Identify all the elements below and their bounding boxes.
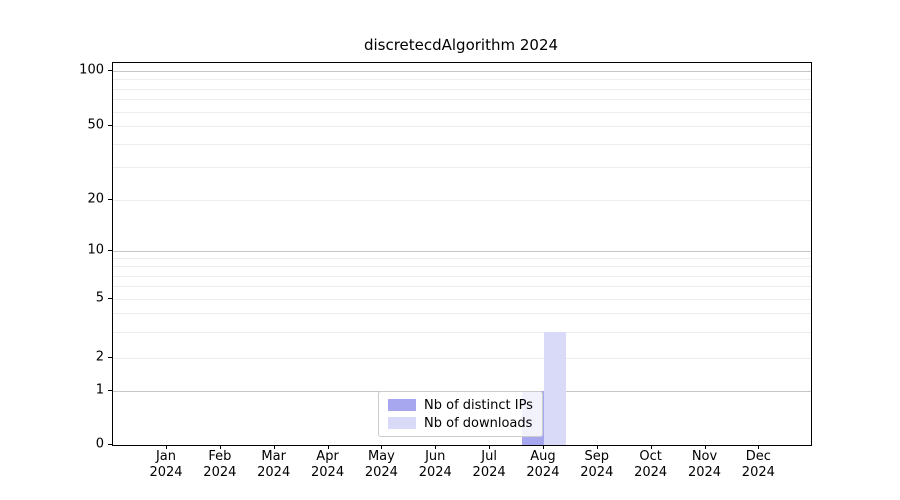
gridline-minor-80 [113, 88, 811, 90]
x-tick-label-nov: Nov 2024 [687, 449, 722, 480]
gridline-minor-5 [113, 299, 811, 300]
y-tick-mark-2 [108, 357, 112, 358]
x-tick-label-apr: Apr 2024 [311, 449, 345, 480]
legend-row-distinct-ips: Nb of distinct IPs [388, 398, 542, 413]
y-tick-mark-20 [108, 199, 112, 200]
y-tick-label-100: 100 [79, 62, 104, 78]
gridline-major-10 [113, 251, 811, 252]
gridline-minor-70 [113, 99, 811, 101]
gridline-minor-4 [113, 313, 811, 315]
x-tick-mark-aug [542, 445, 544, 449]
x-tick-mark-jun [435, 445, 437, 449]
x-tick-mark-jul [489, 445, 491, 449]
x-tick-label-dec: Dec 2024 [741, 449, 775, 480]
x-tick-mark-oct [650, 445, 652, 449]
gridline-minor-8 [113, 266, 811, 268]
x-tick-mark-mar [273, 445, 275, 449]
x-tick-mark-sep [596, 445, 598, 449]
x-tick-label-jul: Jul 2024 [472, 449, 506, 480]
y-tick-mark-100 [108, 70, 112, 71]
x-tick-mark-may [381, 445, 383, 449]
x-tick-mark-jan [166, 445, 167, 449]
y-tick-label-10: 10 [87, 242, 104, 258]
gridline-minor-3 [113, 331, 811, 333]
y-tick-mark-50 [108, 125, 112, 126]
x-tick-label-feb: Feb 2024 [203, 449, 237, 480]
x-tick-label-mar: Mar 2024 [257, 449, 291, 480]
gridline-minor-40 [113, 144, 811, 146]
x-tick-label-oct: Oct 2024 [634, 449, 668, 480]
gridline-minor-20 [113, 200, 811, 201]
x-tick-label-aug: Aug 2024 [526, 449, 560, 480]
x-tick-label-sep: Sep 2024 [580, 449, 614, 480]
y-tick-mark-5 [108, 298, 112, 299]
legend: Nb of distinct IPs Nb of downloads [378, 391, 543, 437]
x-tick-label-may: May 2024 [364, 449, 398, 480]
legend-label-distinct-ips: Nb of distinct IPs [424, 397, 533, 413]
gridline-minor-9 [113, 258, 811, 260]
x-tick-label-jun: Jun 2024 [418, 449, 452, 480]
legend-row-downloads: Nb of downloads [388, 416, 542, 431]
gridline-minor-2 [113, 358, 811, 359]
legend-swatch-distinct-ips [388, 399, 416, 411]
x-tick-label-jan: Jan 2024 [149, 449, 183, 480]
x-tick-mark-dec [758, 445, 760, 449]
gridline-minor-90 [113, 79, 811, 81]
y-tick-label-5: 5 [95, 290, 104, 306]
legend-swatch-downloads [388, 417, 416, 429]
plot-title: discretecdAlgorithm 2024 [363, 36, 559, 54]
y-tick-label-1: 1 [95, 382, 104, 398]
y-tick-label-2: 2 [95, 349, 104, 365]
gridline-major-100 [113, 71, 811, 72]
y-tick-label-0: 0 [95, 436, 104, 452]
plot-area [112, 62, 812, 446]
y-tick-label-50: 50 [87, 117, 104, 133]
gridline-minor-6 [113, 286, 811, 288]
y-tick-mark-10 [108, 250, 112, 251]
x-tick-mark-feb [219, 445, 221, 449]
legend-label-downloads: Nb of downloads [424, 415, 533, 431]
y-tick-mark-0 [108, 444, 112, 445]
y-tick-mark-1 [108, 390, 112, 391]
gridline-minor-7 [113, 275, 811, 277]
x-tick-mark-nov [704, 445, 706, 449]
x-tick-mark-apr [327, 445, 329, 449]
gridline-minor-60 [113, 111, 811, 113]
bar-nb-of-downloads-aug [543, 331, 566, 445]
gridline-minor-50 [113, 126, 811, 127]
y-tick-label-20: 20 [87, 191, 104, 207]
gridline-minor-30 [113, 167, 811, 169]
